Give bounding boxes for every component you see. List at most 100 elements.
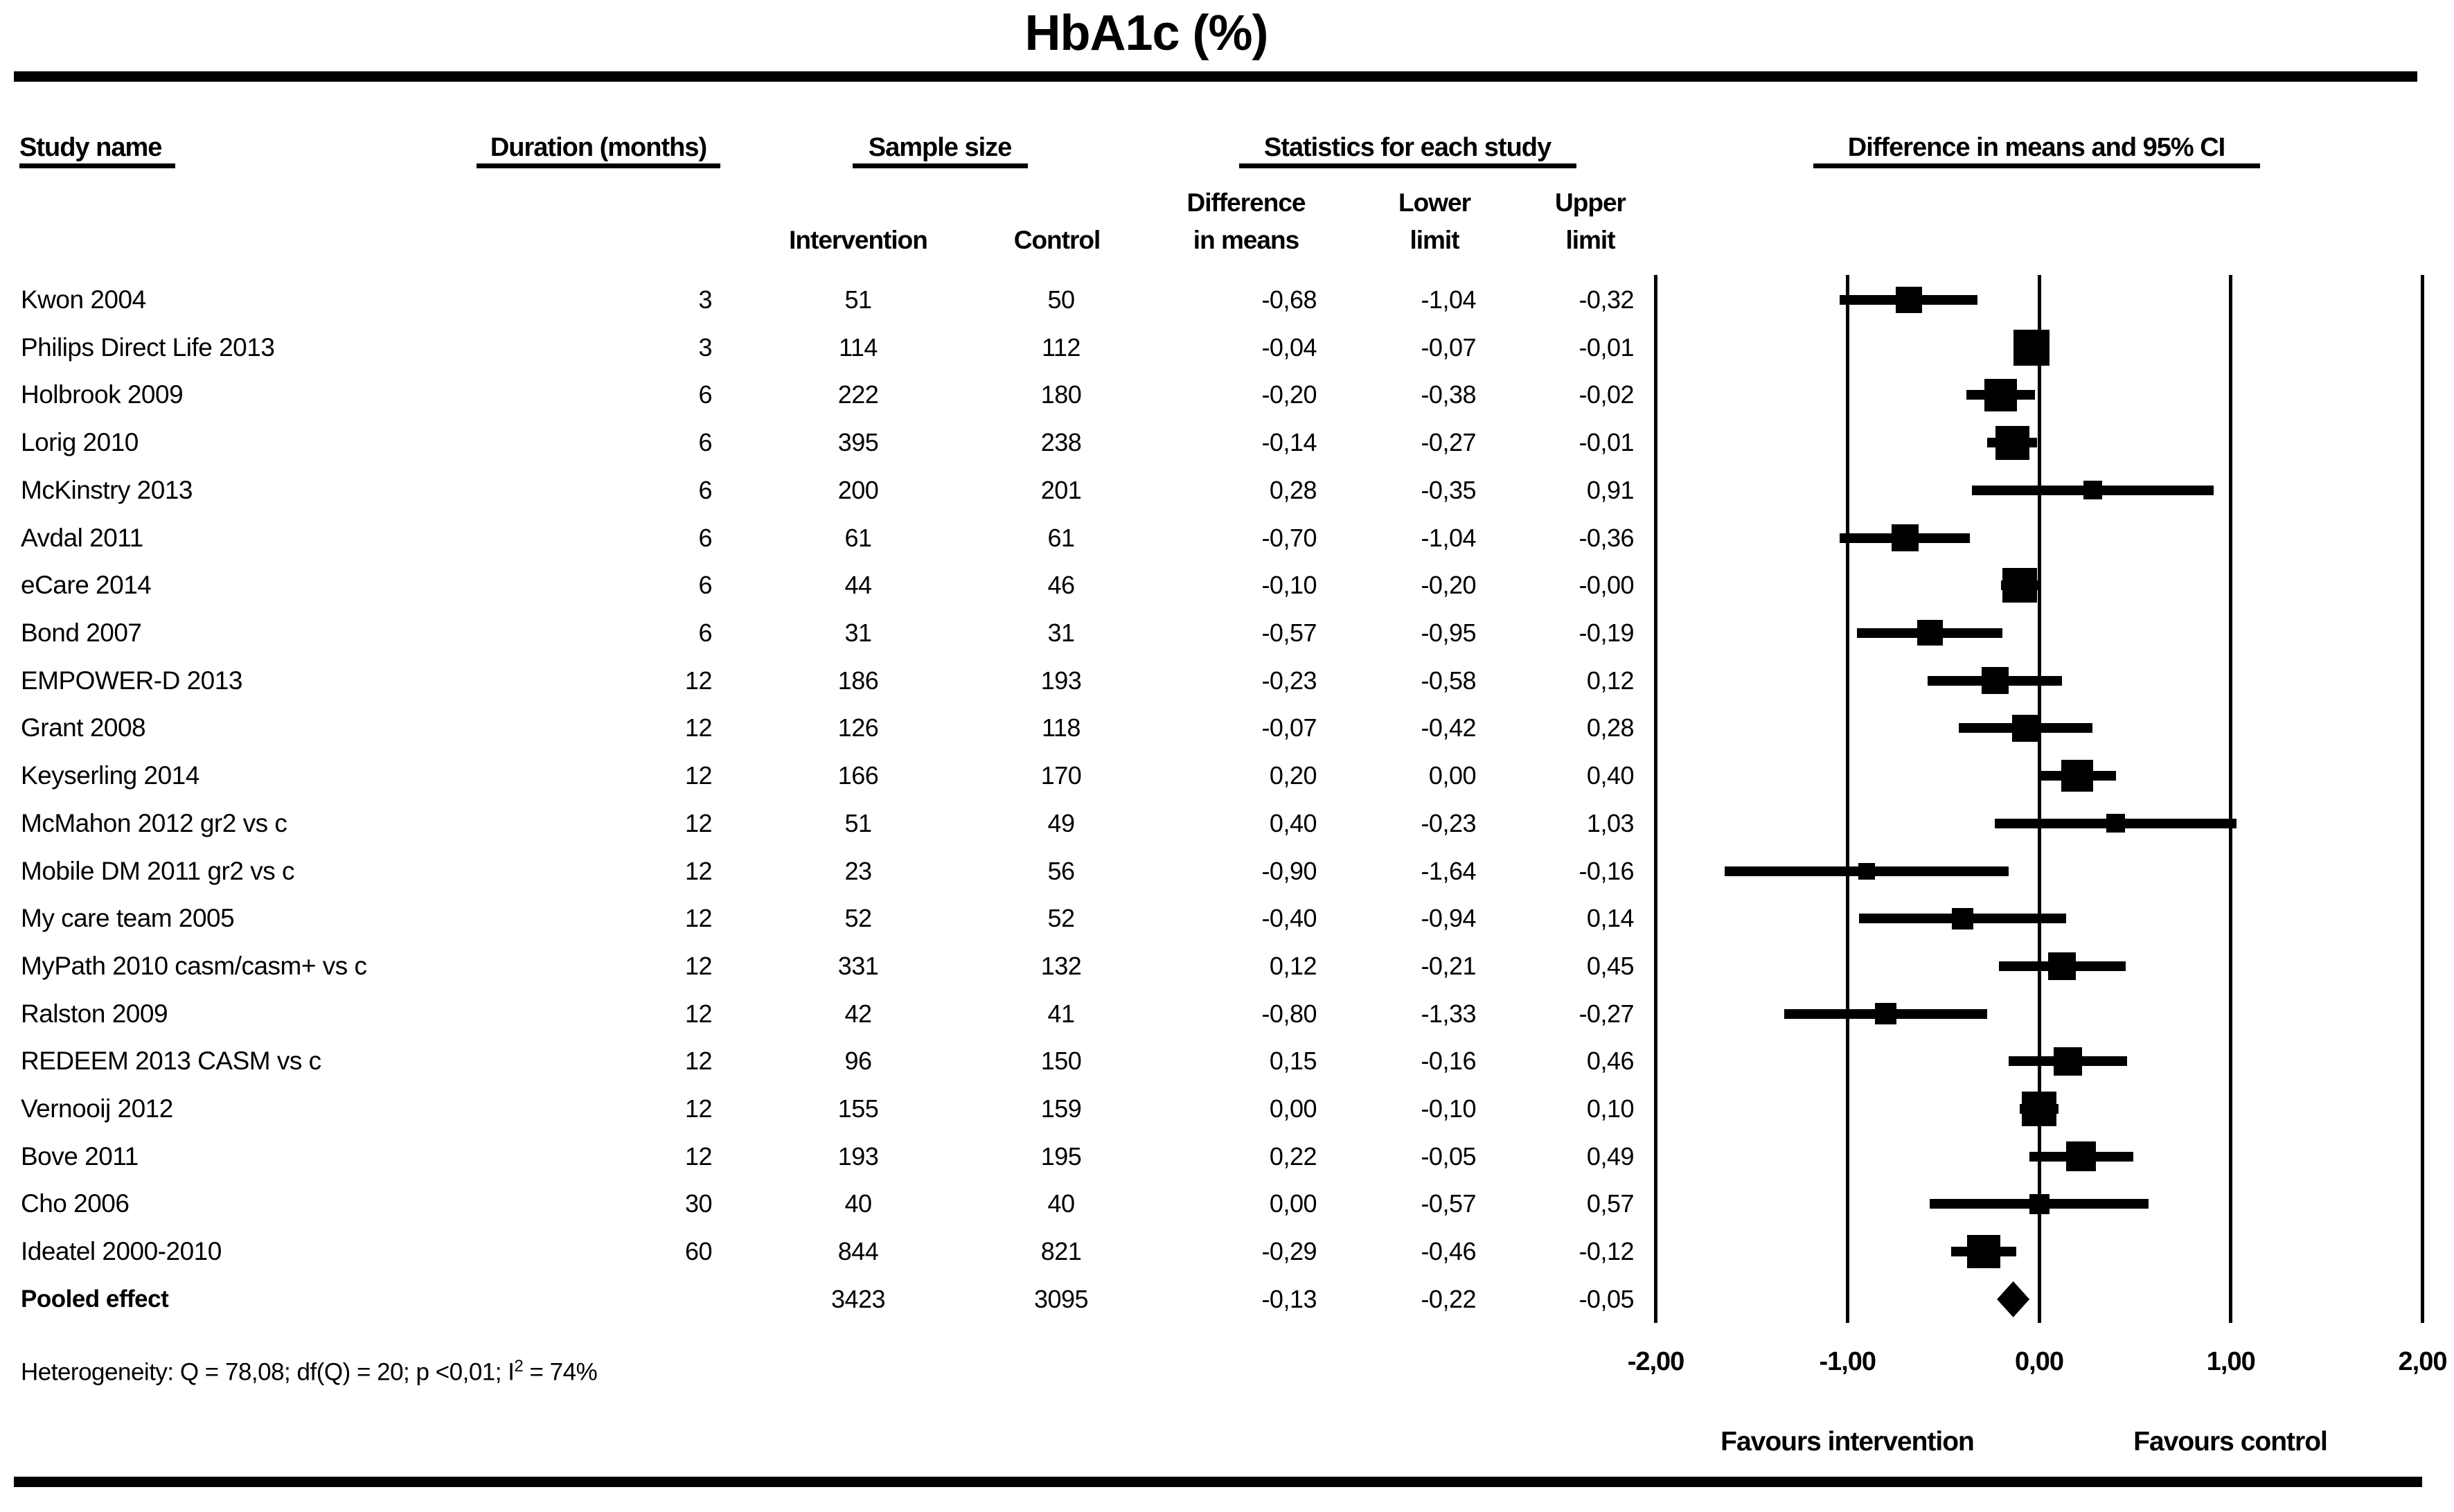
study-name-cell: Ideatel 2000-2010	[21, 1237, 222, 1266]
axis-tick-label: -2,00	[1627, 1347, 1685, 1376]
axis-gridline-x	[1654, 275, 1657, 1323]
lower-limit-cell: -0,20	[1421, 571, 1476, 600]
upper-limit-cell: -0,16	[1579, 856, 1634, 885]
difference-cell: -0,04	[1261, 332, 1317, 362]
study-name-cell: REDEEM 2013 CASM vs c	[21, 1047, 321, 1076]
duration-cell: 3	[698, 332, 712, 362]
upper-limit-cell: -0,27	[1579, 999, 1634, 1028]
difference-cell: -0,14	[1261, 428, 1317, 457]
study-name-cell: McMahon 2012 gr2 vs c	[21, 808, 287, 837]
lower-limit-cell: -1,33	[1421, 999, 1476, 1028]
duration-cell: 12	[684, 951, 713, 980]
lower-limit-cell: -0,22	[1421, 1284, 1476, 1313]
duration-cell: 6	[698, 380, 712, 409]
duration-cell: 6	[698, 523, 712, 552]
effect-size-marker	[2061, 760, 2094, 792]
study-name-cell: Vernooij 2012	[21, 1094, 173, 1123]
intervention-n-cell: 193	[837, 1141, 879, 1171]
subheader-difference-line1: Difference	[1186, 188, 1306, 217]
duration-cell: 12	[684, 1141, 713, 1171]
control-n-cell: 118	[1042, 713, 1081, 742]
intervention-n-cell: 331	[837, 951, 879, 980]
study-name-cell: Grant 2008	[21, 713, 146, 742]
difference-cell: -0,23	[1261, 666, 1317, 695]
intervention-n-cell: 186	[837, 666, 879, 695]
lower-limit-cell: -1,04	[1421, 523, 1476, 552]
upper-limit-cell: 0,28	[1586, 713, 1635, 742]
difference-cell: -0,80	[1261, 999, 1317, 1028]
study-name-cell: EMPOWER-D 2013	[21, 666, 242, 695]
subheader-upper-line2: limit	[1565, 226, 1615, 254]
duration-cell: 3	[698, 285, 712, 314]
control-n-cell: 159	[1040, 1094, 1082, 1123]
duration-cell: 6	[698, 571, 712, 600]
lower-limit-cell: -1,64	[1421, 856, 1476, 885]
study-name-cell: Holbrook 2009	[21, 380, 184, 409]
control-n-cell: 150	[1040, 1047, 1082, 1076]
difference-cell: 0,22	[1269, 1141, 1317, 1171]
column-header-statistics: Statistics for each study	[1263, 133, 1551, 162]
column-header-plot: Difference in means and 95% CI	[1847, 133, 2225, 162]
study-name-cell: Philips Direct Life 2013	[21, 332, 275, 362]
intervention-n-cell: 40	[844, 1189, 872, 1218]
heterogeneity-text-end: = 74%	[523, 1358, 598, 1386]
intervention-n-cell: 61	[844, 523, 872, 552]
control-n-cell: 41	[1047, 999, 1075, 1028]
effect-size-marker	[1891, 524, 1919, 552]
subheader-lower-line2: limit	[1410, 226, 1459, 254]
lower-limit-cell: -0,07	[1421, 332, 1476, 362]
study-name-cell: Avdal 2011	[21, 523, 143, 552]
lower-limit-cell: -1,04	[1421, 285, 1476, 314]
duration-cell: 12	[684, 1094, 713, 1123]
lower-limit-cell: 0,00	[1428, 761, 1477, 790]
upper-limit-cell: 0,40	[1586, 761, 1635, 790]
effect-size-marker	[1995, 425, 2029, 460]
intervention-n-cell: 155	[837, 1094, 879, 1123]
study-name-cell: Ralston 2009	[21, 999, 168, 1028]
effect-size-marker	[1875, 1003, 1897, 1025]
subheader-intervention: Intervention	[789, 226, 928, 254]
effect-size-marker	[1966, 1235, 2000, 1269]
upper-limit-cell: 0,12	[1586, 666, 1635, 695]
effect-size-marker	[2054, 1047, 2082, 1076]
intervention-n-cell: 52	[844, 904, 872, 933]
effect-size-marker	[1917, 620, 1943, 646]
favours-intervention-label: Favours intervention	[1721, 1427, 1975, 1457]
upper-limit-cell: -0,00	[1579, 571, 1634, 600]
control-n-cell: 193	[1040, 666, 1082, 695]
effect-size-marker	[2022, 1092, 2056, 1127]
effect-size-marker	[2002, 568, 2038, 603]
difference-cell: -0,20	[1261, 380, 1317, 409]
difference-cell: -0,40	[1261, 904, 1317, 933]
duration-cell: 12	[684, 666, 713, 695]
lower-limit-cell: -0,42	[1421, 713, 1476, 742]
difference-cell: -0,68	[1261, 285, 1317, 314]
lower-limit-cell: -0,05	[1421, 1141, 1476, 1171]
intervention-n-cell: 114	[839, 332, 878, 362]
control-n-cell: 180	[1040, 380, 1082, 409]
effect-size-marker	[2066, 1141, 2097, 1172]
control-n-cell: 40	[1047, 1189, 1075, 1218]
top-rule	[14, 71, 2417, 82]
difference-cell: 0,15	[1269, 1047, 1317, 1076]
upper-limit-cell: 0,91	[1586, 475, 1635, 504]
lower-limit-cell: -0,10	[1421, 1094, 1476, 1123]
study-name-cell: McKinstry 2013	[21, 475, 193, 504]
control-n-cell: 238	[1040, 428, 1082, 457]
column-header-study-name: Study name	[19, 133, 162, 162]
effect-size-marker	[2012, 714, 2040, 742]
upper-limit-cell: 1,03	[1586, 808, 1635, 837]
upper-limit-cell: -0,05	[1579, 1284, 1634, 1313]
axis-tick-label: 2,00	[2398, 1347, 2448, 1376]
control-n-cell: 3095	[1033, 1284, 1089, 1313]
underline-plot	[1813, 163, 2260, 168]
intervention-n-cell: 844	[837, 1237, 879, 1266]
study-name-cell: Bove 2011	[21, 1141, 139, 1171]
difference-cell: 0,40	[1269, 808, 1317, 837]
control-n-cell: 132	[1040, 951, 1082, 980]
intervention-n-cell: 166	[837, 761, 879, 790]
axis-gridline-x	[2037, 275, 2041, 1323]
upper-limit-cell: -0,01	[1579, 332, 1634, 362]
upper-limit-cell: -0,02	[1579, 380, 1634, 409]
